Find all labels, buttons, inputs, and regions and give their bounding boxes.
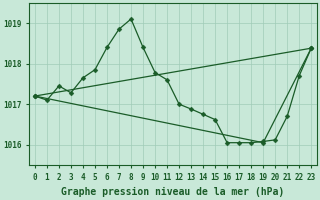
X-axis label: Graphe pression niveau de la mer (hPa): Graphe pression niveau de la mer (hPa) [61, 187, 285, 197]
